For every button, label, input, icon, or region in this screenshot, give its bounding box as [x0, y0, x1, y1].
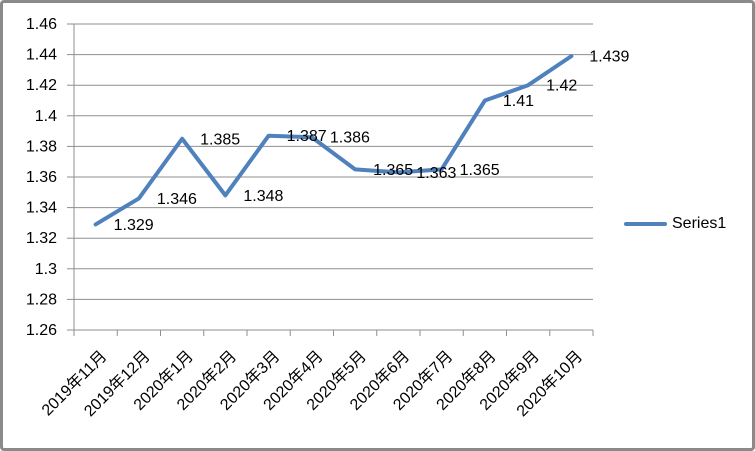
y-axis-tick-label: 1.42 — [26, 77, 57, 94]
data-label: 1.346 — [157, 191, 197, 208]
y-axis-tick-label: 1.44 — [26, 47, 57, 64]
data-label: 1.387 — [287, 128, 327, 145]
y-axis-tick-label: 1.34 — [26, 200, 57, 217]
legend-line-marker — [624, 222, 667, 226]
data-label: 1.439 — [589, 49, 629, 66]
y-axis-tick-label: 1.26 — [26, 322, 57, 339]
series-line — [93, 54, 574, 227]
data-label: 1.386 — [330, 130, 370, 147]
y-axis-tick-label: 1.4 — [35, 108, 57, 125]
data-label: 1.329 — [114, 217, 154, 234]
y-axis-tick-label: 1.32 — [26, 230, 57, 247]
data-label: 1.385 — [200, 131, 240, 148]
y-axis-tick-label: 1.36 — [26, 169, 57, 186]
y-axis-tick-label: 1.46 — [26, 16, 57, 33]
data-label: 1.41 — [503, 93, 534, 110]
data-label: 1.365 — [460, 162, 500, 179]
data-label: 1.363 — [416, 165, 456, 182]
y-axis-tick-label: 1.3 — [35, 261, 57, 278]
y-axis-tick-label: 1.38 — [26, 138, 57, 155]
legend[interactable]: Series1 — [624, 215, 726, 233]
legend-series-label: Series1 — [672, 215, 727, 232]
data-label: 1.348 — [243, 188, 283, 205]
data-label: 1.365 — [373, 162, 413, 179]
y-axis-tick-label: 1.28 — [26, 291, 57, 308]
data-label: 1.42 — [546, 78, 577, 95]
